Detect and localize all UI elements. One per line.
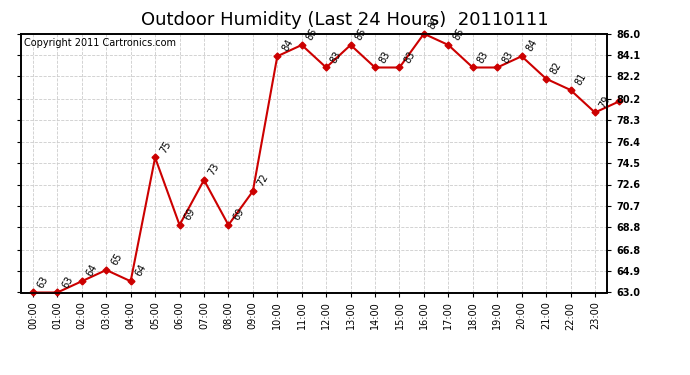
Text: 84: 84 [524, 38, 539, 54]
Text: 83: 83 [500, 49, 515, 65]
Text: 85: 85 [304, 27, 319, 42]
Text: 79: 79 [598, 94, 613, 110]
Text: 85: 85 [451, 27, 466, 42]
Text: 65: 65 [109, 252, 124, 267]
Text: 73: 73 [207, 162, 221, 177]
Text: Outdoor Humidity (Last 24 Hours)  20110111: Outdoor Humidity (Last 24 Hours) 2011011… [141, 11, 549, 29]
Text: 63: 63 [36, 274, 50, 290]
Text: 83: 83 [329, 49, 344, 65]
Text: 86: 86 [426, 15, 442, 31]
Text: 83: 83 [475, 49, 491, 65]
Text: 69: 69 [231, 207, 246, 222]
Text: 64: 64 [85, 263, 99, 279]
Text: 83: 83 [402, 49, 417, 65]
Text: 80: 80 [0, 374, 1, 375]
Text: 63: 63 [60, 274, 75, 290]
Text: 64: 64 [133, 263, 148, 279]
Text: Copyright 2011 Cartronics.com: Copyright 2011 Cartronics.com [23, 38, 176, 48]
Text: 83: 83 [378, 49, 393, 65]
Text: 69: 69 [182, 207, 197, 222]
Text: 81: 81 [573, 72, 588, 87]
Text: 75: 75 [158, 139, 172, 155]
Text: 82: 82 [549, 60, 564, 76]
Text: 84: 84 [280, 38, 295, 54]
Text: 85: 85 [353, 27, 368, 42]
Text: 72: 72 [255, 172, 270, 189]
